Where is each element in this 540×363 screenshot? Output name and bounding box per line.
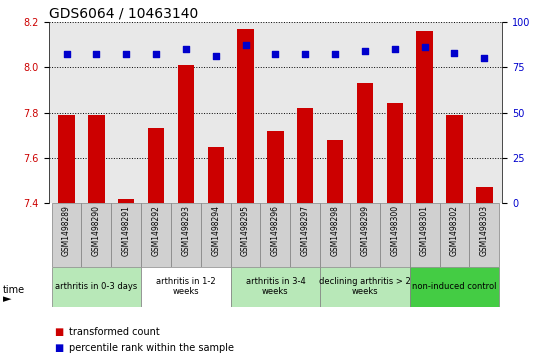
Bar [410, 267, 499, 307]
Text: arthritis in 3-4
weeks: arthritis in 3-4 weeks [246, 277, 305, 297]
Bar [440, 203, 469, 267]
Bar [88, 115, 105, 203]
Point [122, 52, 131, 57]
Text: GSM1498289: GSM1498289 [62, 205, 71, 256]
Text: percentile rank within the sample: percentile rank within the sample [69, 343, 234, 354]
Point [361, 48, 369, 54]
Text: time: time [3, 285, 25, 295]
Bar [231, 203, 260, 267]
Text: GSM1498290: GSM1498290 [92, 205, 101, 256]
Bar [297, 108, 313, 203]
Bar [238, 29, 254, 203]
Text: ■: ■ [54, 343, 63, 354]
Bar [327, 140, 343, 203]
Bar [52, 267, 141, 307]
Bar [178, 65, 194, 203]
Text: GSM1498292: GSM1498292 [152, 205, 160, 256]
Bar [58, 115, 75, 203]
Point [62, 52, 71, 57]
Text: declining arthritis > 2
weeks: declining arthritis > 2 weeks [319, 277, 411, 297]
Point [152, 52, 160, 57]
Point [390, 46, 399, 52]
Point [92, 52, 100, 57]
Text: arthritis in 0-3 days: arthritis in 0-3 days [55, 282, 138, 291]
Text: GSM1498297: GSM1498297 [301, 205, 310, 256]
Text: arthritis in 1-2
weeks: arthritis in 1-2 weeks [156, 277, 215, 297]
Text: GSM1498300: GSM1498300 [390, 205, 399, 256]
Bar [350, 203, 380, 267]
Bar [476, 187, 492, 203]
Bar [171, 203, 201, 267]
Bar [387, 103, 403, 203]
Text: GSM1498295: GSM1498295 [241, 205, 250, 256]
Bar [201, 203, 231, 267]
Text: GSM1498296: GSM1498296 [271, 205, 280, 256]
Bar [207, 147, 224, 203]
Point [241, 42, 250, 48]
Text: GSM1498302: GSM1498302 [450, 205, 459, 256]
Bar [320, 267, 410, 307]
Bar [291, 203, 320, 267]
Point [181, 46, 190, 52]
Bar [52, 203, 82, 267]
Text: GSM1498293: GSM1498293 [181, 205, 191, 256]
Bar [82, 203, 111, 267]
Bar [141, 267, 231, 307]
Text: GSM1498303: GSM1498303 [480, 205, 489, 256]
Bar [231, 267, 320, 307]
Point [480, 55, 489, 61]
Bar [320, 203, 350, 267]
Bar [260, 203, 291, 267]
Bar [118, 199, 134, 203]
Bar [410, 203, 440, 267]
Text: GSM1498298: GSM1498298 [330, 205, 340, 256]
Text: transformed count: transformed count [69, 327, 160, 337]
Text: GSM1498301: GSM1498301 [420, 205, 429, 256]
Bar [380, 203, 410, 267]
Text: ►: ► [3, 294, 11, 305]
Text: GSM1498299: GSM1498299 [360, 205, 369, 256]
Point [450, 50, 459, 56]
Bar [148, 129, 164, 203]
Bar [446, 115, 463, 203]
Bar [141, 203, 171, 267]
Text: GDS6064 / 10463140: GDS6064 / 10463140 [49, 7, 198, 21]
Point [331, 52, 340, 57]
Bar [469, 203, 499, 267]
Bar [267, 131, 284, 203]
Text: non-induced control: non-induced control [412, 282, 497, 291]
Bar [416, 31, 433, 203]
Point [420, 44, 429, 50]
Point [301, 52, 309, 57]
Bar [357, 83, 373, 203]
Bar [111, 203, 141, 267]
Text: GSM1498291: GSM1498291 [122, 205, 131, 256]
Point [211, 53, 220, 59]
Text: GSM1498294: GSM1498294 [211, 205, 220, 256]
Point [271, 52, 280, 57]
Text: ■: ■ [54, 327, 63, 337]
